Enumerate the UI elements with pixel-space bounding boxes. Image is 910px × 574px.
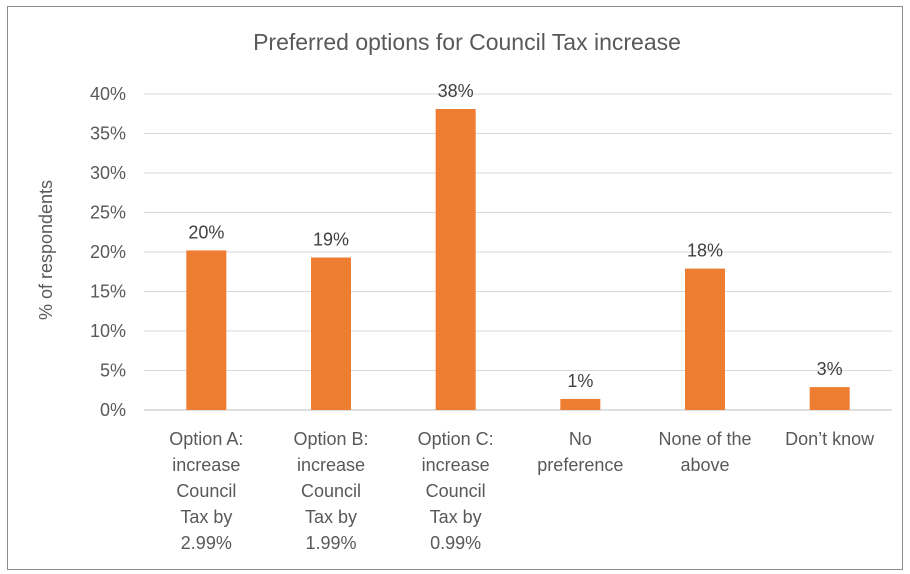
data-label: 20% bbox=[188, 222, 224, 242]
data-label: 19% bbox=[313, 230, 349, 250]
category-label: None of the above bbox=[658, 429, 751, 475]
data-label: 18% bbox=[687, 241, 723, 261]
bar bbox=[809, 387, 850, 410]
y-tick-label: 35% bbox=[90, 124, 126, 144]
y-tick-label: 40% bbox=[90, 84, 126, 104]
bar bbox=[311, 257, 351, 410]
y-tick-label: 30% bbox=[90, 163, 126, 183]
category-label: No preference bbox=[537, 429, 623, 475]
data-label: 3% bbox=[817, 359, 843, 379]
y-tick-label: 5% bbox=[100, 361, 126, 381]
data-labels: 20% 19% 38% 1% 18% 3% bbox=[188, 81, 842, 391]
category-label: Option B: increase Council Tax by 1.99% bbox=[293, 429, 368, 553]
bar bbox=[685, 268, 725, 410]
category-label: Don’t know bbox=[785, 429, 875, 449]
y-tick-label: 15% bbox=[90, 282, 126, 302]
bar bbox=[435, 109, 476, 410]
y-tick-label: 0% bbox=[100, 400, 126, 420]
y-tick-label: 20% bbox=[90, 242, 126, 262]
bars bbox=[186, 109, 850, 410]
y-axis-label: % of respondents bbox=[36, 180, 56, 320]
bar bbox=[560, 398, 601, 410]
y-axis-ticks: 0% 5% 10% 15% 20% 25% 30% 35% 40% bbox=[90, 84, 126, 420]
chart-title: Preferred options for Council Tax increa… bbox=[253, 29, 681, 55]
category-label: Option A: increase Council Tax by 2.99% bbox=[169, 429, 243, 553]
data-label: 38% bbox=[438, 81, 474, 101]
category-label: Option C: increase Council Tax by 0.99% bbox=[418, 429, 494, 553]
y-tick-label: 25% bbox=[90, 203, 126, 223]
data-label: 1% bbox=[567, 371, 593, 391]
gridlines bbox=[144, 93, 892, 411]
category-labels: Option A: increase Council Tax by 2.99% Optio… bbox=[169, 429, 875, 553]
y-tick-label: 10% bbox=[90, 321, 126, 341]
bar bbox=[186, 250, 227, 410]
